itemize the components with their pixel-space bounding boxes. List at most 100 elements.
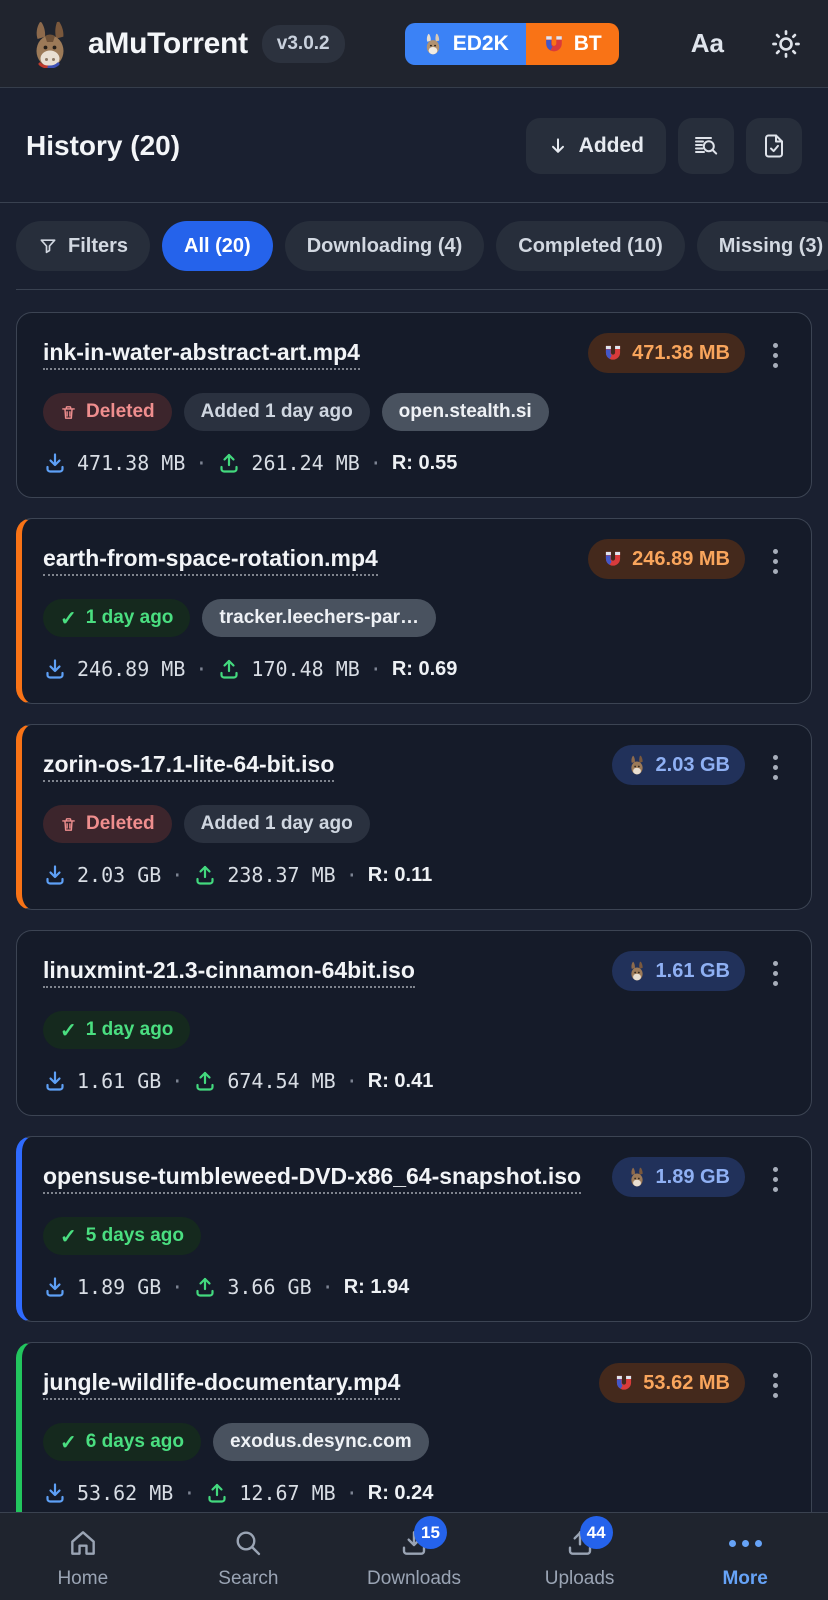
downloaded-value: 2.03 GB	[77, 863, 162, 887]
ratio-value: R: 1.94	[343, 1275, 410, 1298]
transfer-stats: 53.62 MB · 12.67 MB · R: 0.24	[43, 1481, 789, 1505]
download-tray-icon	[43, 657, 67, 681]
search-history-button[interactable]	[678, 118, 734, 174]
ratio-value: R: 0.55	[391, 451, 458, 474]
upload-tray-icon	[205, 1481, 229, 1505]
download-tray-icon	[43, 1481, 67, 1505]
filter-chips-row: Filters All (20) Downloading (4) Complet…	[0, 203, 828, 289]
uploaded-value: 3.66 GB	[227, 1275, 312, 1299]
uploaded-value: 12.67 MB	[239, 1481, 336, 1505]
torrent-name-link[interactable]: linuxmint-21.3-cinnamon-64bit.iso	[43, 953, 598, 988]
deleted-badge: Deleted	[43, 805, 172, 843]
tracker-chip: open.stealth.si	[381, 393, 549, 431]
divider	[16, 289, 828, 290]
uploaded-value: 170.48 MB	[251, 657, 360, 681]
filter-chip-all[interactable]: All (20)	[162, 221, 273, 271]
download-tray-icon	[43, 1069, 67, 1093]
torrent-name-link[interactable]: opensuse-tumbleweed-DVD-x86_64-snapshot.…	[43, 1159, 598, 1194]
ratio-value: R: 0.41	[367, 1069, 434, 1092]
check-icon: ✓	[60, 607, 77, 630]
more-ellipsis-icon	[728, 1527, 762, 1559]
downloaded-value: 246.89 MB	[77, 657, 186, 681]
nav-item-downloads[interactable]: 15 Downloads	[331, 1516, 497, 1591]
check-icon: ✓	[60, 1225, 77, 1248]
filter-chip-missing[interactable]: Missing (3)	[696, 221, 828, 271]
funnel-icon	[38, 236, 58, 256]
upload-tray-icon	[217, 657, 241, 681]
torrent-name-link[interactable]: zorin-os-17.1-lite-64-bit.iso	[43, 747, 598, 782]
card-menu-kebab-icon[interactable]	[761, 539, 789, 583]
bt-label: BT	[573, 31, 602, 55]
ratio-value: R: 0.69	[391, 657, 458, 680]
sort-by-added-button[interactable]: Added	[525, 118, 666, 174]
card-menu-kebab-icon[interactable]	[761, 333, 789, 377]
version-badge: v3.0.2	[261, 24, 345, 63]
upload-tray-icon	[193, 863, 217, 887]
home-icon	[67, 1527, 99, 1559]
nav-item-more[interactable]: More	[662, 1526, 828, 1591]
uploaded-value: 261.24 MB	[251, 451, 360, 475]
nav-item-search[interactable]: Search	[166, 1526, 332, 1591]
tracker-chip: tracker.leechers-par…	[202, 599, 437, 637]
arrow-down-icon	[548, 136, 568, 156]
bt-toggle-button[interactable]: BT	[525, 22, 619, 65]
app-title: aMuTorrent	[88, 26, 248, 60]
deleted-badge: Deleted	[43, 393, 172, 431]
filter-chip-downloading[interactable]: Downloading (4)	[284, 221, 485, 271]
card-menu-kebab-icon[interactable]	[761, 745, 789, 789]
filters-button[interactable]: Filters	[16, 221, 151, 271]
downloaded-value: 1.89 GB	[77, 1275, 162, 1299]
divider	[0, 202, 828, 203]
size-badge-bt[interactable]: 53.62 MB	[599, 1363, 745, 1403]
downloaded-value: 471.38 MB	[77, 451, 186, 475]
sort-label: Added	[578, 134, 644, 157]
trash-icon	[60, 404, 77, 421]
donkey-icon	[627, 961, 647, 981]
donkey-icon	[422, 33, 444, 55]
added-badge: Added 1 day ago	[183, 805, 370, 843]
magnet-icon	[543, 33, 565, 55]
size-badge-ed2k[interactable]: 2.03 GB	[611, 745, 745, 785]
torrent-name-link[interactable]: earth-from-space-rotation.mp4	[43, 541, 574, 576]
bottom-nav: Home Search 15 Downloads 44 Uploads	[0, 1512, 828, 1600]
nav-item-uploads[interactable]: 44 Uploads	[497, 1516, 663, 1591]
app-bar: aMuTorrent v3.0.2 ED2K	[0, 0, 828, 88]
size-badge-ed2k[interactable]: 1.89 GB	[611, 1157, 745, 1197]
donkey-icon	[627, 755, 647, 775]
download-tray-icon	[43, 1275, 67, 1299]
completed-badge: ✓ 1 day ago	[43, 599, 191, 637]
page-title: History (20)	[26, 130, 181, 161]
torrent-card: earth-from-space-rotation.mp4 246.89 MB …	[16, 518, 812, 704]
completed-badge: ✓ 5 days ago	[43, 1217, 201, 1255]
check-icon: ✓	[60, 1431, 77, 1454]
size-badge-ed2k[interactable]: 1.61 GB	[611, 951, 745, 991]
trash-icon	[60, 816, 77, 833]
completed-badge: ✓ 6 days ago	[43, 1423, 201, 1461]
downloaded-value: 1.61 GB	[77, 1069, 162, 1093]
uploads-tray-icon: 44	[564, 1516, 613, 1559]
nav-item-home[interactable]: Home	[0, 1526, 166, 1591]
filter-chip-completed[interactable]: Completed (10)	[496, 221, 685, 271]
transfer-stats: 2.03 GB · 238.37 MB · R: 0.11	[43, 863, 789, 887]
ed2k-toggle-button[interactable]: ED2K	[404, 22, 526, 65]
history-controls: Added	[525, 118, 802, 174]
card-menu-kebab-icon[interactable]	[761, 951, 789, 995]
magnet-icon	[603, 549, 623, 569]
list-magnifier-icon	[692, 132, 720, 160]
report-file-check-button[interactable]	[746, 118, 802, 174]
torrent-card: linuxmint-21.3-cinnamon-64bit.iso 1.61 G…	[16, 930, 812, 1116]
torrent-name-link[interactable]: jungle-wildlife-documentary.mp4	[43, 1365, 585, 1400]
downloads-count-badge: 15	[413, 1516, 447, 1549]
donkey-icon	[627, 1167, 647, 1187]
size-badge-bt[interactable]: 246.89 MB	[588, 539, 745, 579]
card-menu-kebab-icon[interactable]	[761, 1157, 789, 1201]
transfer-stats: 246.89 MB · 170.48 MB · R: 0.69	[43, 657, 789, 681]
torrent-card: ink-in-water-abstract-art.mp4 471.38 MB …	[16, 312, 812, 498]
torrent-name-link[interactable]: ink-in-water-abstract-art.mp4	[43, 335, 574, 370]
torrent-list: ink-in-water-abstract-art.mp4 471.38 MB …	[0, 290, 828, 1591]
card-menu-kebab-icon[interactable]	[761, 1363, 789, 1407]
torrent-card: opensuse-tumbleweed-DVD-x86_64-snapshot.…	[16, 1136, 812, 1322]
size-badge-bt[interactable]: 471.38 MB	[588, 333, 745, 373]
font-size-button[interactable]: Aa	[690, 28, 724, 58]
theme-sun-icon[interactable]	[770, 28, 802, 60]
